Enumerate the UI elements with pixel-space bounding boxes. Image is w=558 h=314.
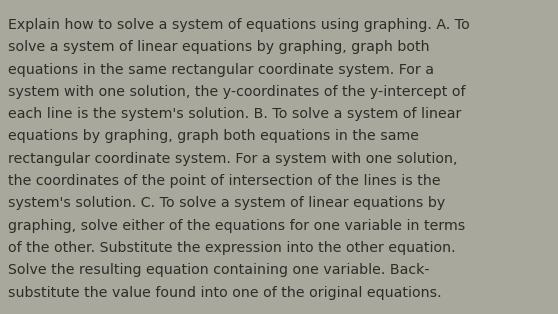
Text: Explain how to solve a system of equations using graphing. A. To: Explain how to solve a system of equatio… [8, 18, 470, 32]
Text: of the other. Substitute the expression into the other equation.: of the other. Substitute the expression … [8, 241, 456, 255]
Text: equations in the same rectangular coordinate system. For a: equations in the same rectangular coordi… [8, 62, 434, 77]
Text: Solve the resulting equation containing one variable. Back-: Solve the resulting equation containing … [8, 263, 430, 277]
Text: the coordinates of the point of intersection of the lines is the: the coordinates of the point of intersec… [8, 174, 441, 188]
Text: system's solution. C. To solve a system of linear equations by: system's solution. C. To solve a system … [8, 196, 445, 210]
Text: system with one​ solution, the y-coordinates of the y-intercept of: system with one​ solution, the y-coordin… [8, 85, 465, 99]
Text: graphing, solve either of the equations for one variable in terms: graphing, solve either of the equations … [8, 219, 465, 233]
Text: solve a system of linear equations by​ graphing, graph both: solve a system of linear equations by​ g… [8, 40, 430, 54]
Text: substitute the value found into one of the original equations.: substitute the value found into one of t… [8, 285, 441, 300]
Text: rectangular coordinate system. For a system with one​ solution,: rectangular coordinate system. For a sys… [8, 152, 458, 166]
Text: equations by graphing, graph both equations in the same: equations by graphing, graph both equati… [8, 129, 419, 143]
Text: each line is the system's solution. B. To solve a system of linear: each line is the system's solution. B. T… [8, 107, 461, 121]
